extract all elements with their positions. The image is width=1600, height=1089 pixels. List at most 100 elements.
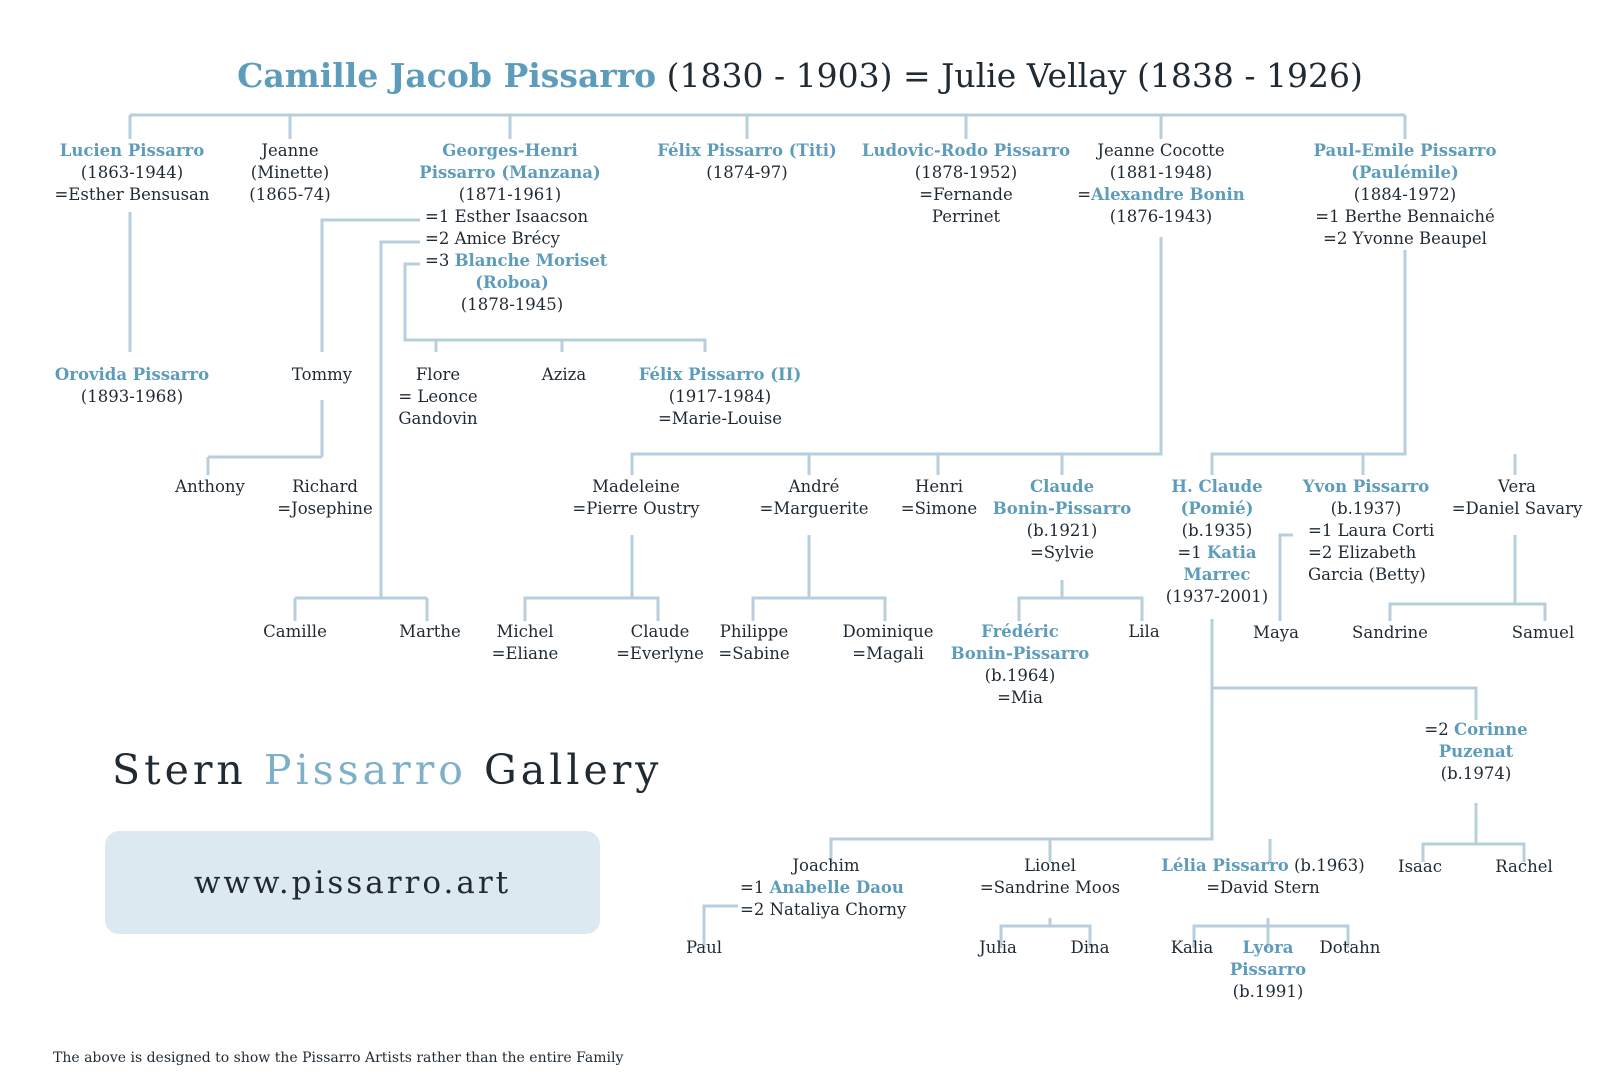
footnote: The above is designed to show the Pissar… [53, 1050, 624, 1066]
person-name: Dominique [842, 622, 934, 641]
person-lila: Lila [1128, 621, 1159, 643]
person-dina: Dina [1071, 937, 1110, 959]
person-name: Rachel [1495, 857, 1553, 876]
person-spouse: =Marie-Louise [657, 409, 783, 428]
person-name: Lélia Pissarro [1161, 856, 1289, 875]
person-jeanne-cocotte: Jeanne Cocotte (1881-1948) =Alexandre Bo… [1077, 140, 1245, 228]
person-years: (b.1937) [1330, 499, 1402, 518]
person-name: Madeleine [592, 477, 680, 496]
person-frederic: Frédéric Bonin-Pissarro (b.1964) =Mia [951, 621, 1089, 709]
person-surname: Pissarro [1229, 960, 1307, 979]
spouse-3-name: Blanche Moriset [454, 251, 608, 270]
joachim-spouses: =1 Anabelle Daou =2 Nataliya Chorny [740, 877, 906, 921]
person-name: Claude [1029, 477, 1095, 496]
spouse-1: =1 Katia [1177, 543, 1257, 562]
person-felix-ii: Félix Pissarro (II) (1917-1984) =Marie-L… [639, 364, 802, 430]
spouse-2: =2 Yvonne Beaupel [1323, 229, 1487, 248]
person-spouse-2: Perrinet [931, 207, 1001, 226]
person-yvon: Yvon Pissarro (b.1937) [1303, 476, 1429, 520]
connector-line [128, 115, 1407, 139]
gallery-logo: Stern Pissarro Gallery [112, 746, 663, 794]
person-julia: Julia [979, 937, 1017, 959]
person-spouse: =Magali [852, 644, 924, 663]
person-name: Kalia [1170, 938, 1214, 957]
person-joachim: Joachim [792, 855, 859, 877]
person-spouse: =Mia [997, 688, 1043, 707]
person-spouse: =Eliane [491, 644, 559, 663]
person-spouse: =Pierre Oustry [572, 499, 700, 518]
person-years: (1893-1968) [80, 387, 184, 406]
spouse-1: =1 Anabelle Daou [740, 878, 904, 897]
person-name: Samuel [1511, 623, 1575, 642]
spouse-1: =1 Berthe Bennaiché [1315, 207, 1495, 226]
person-name: Henri [915, 477, 963, 496]
spouse-2-surname: Puzenat [1438, 742, 1514, 761]
person-lyora: Lyora Pissarro (b.1991) [1230, 937, 1306, 1003]
person-years: (1874-97) [706, 163, 788, 182]
person-name: Frédéric [981, 622, 1059, 641]
connector-line [630, 237, 1163, 475]
connector-line [206, 400, 324, 475]
person-name: Maya [1253, 623, 1299, 642]
spouse-name: Alexandre Bonin [1091, 185, 1245, 204]
person-name-2: Bonin-Pissarro [992, 499, 1132, 518]
connector-line [702, 904, 738, 948]
person-name-2: Bonin-Pissarro [950, 644, 1090, 663]
person-years: (b.1964) [984, 666, 1056, 685]
connector-line [403, 262, 707, 352]
person-name: Lucien Pissarro [59, 141, 205, 160]
person-lucien: Lucien Pissarro (1863-1944) =Esther Bens… [54, 140, 209, 206]
person-michel: Michel =Eliane [492, 621, 559, 665]
person-isaac: Isaac [1398, 856, 1442, 878]
spouse-1: =1 Laura Corti [1308, 521, 1435, 540]
spouse-2: =2 Elizabeth [1308, 543, 1417, 562]
person-nickname: (Pomié) [1180, 499, 1254, 518]
connector-line [523, 535, 660, 621]
connector-line [1017, 580, 1144, 621]
person-claude-everlyne: Claude =Everlyne [616, 621, 704, 665]
person-years: (1881-1948) [1109, 163, 1213, 182]
spouse-3-years: (1878-1945) [460, 295, 564, 314]
spouse-2: =2 Amice Brécy [425, 229, 560, 248]
person-maya: Maya [1253, 622, 1299, 644]
person-ludovic-rodo: Ludovic-Rodo Pissarro (1878-1952) =Ferna… [862, 140, 1070, 228]
person-spouse: =Marguerite [759, 499, 869, 518]
person-name: Isaac [1398, 857, 1442, 876]
person-dominique: Dominique =Magali [843, 621, 934, 665]
person-aziza: Aziza [542, 364, 586, 386]
person-name: Jeanne Cocotte [1097, 141, 1225, 160]
spouse-2: =2 Nataliya Chorny [740, 900, 907, 919]
person-name: Orovida Pissarro [54, 365, 210, 384]
person-years: (1917-1984) [668, 387, 772, 406]
spouse-2-name: Corinne [1453, 720, 1528, 739]
root-years: (1830 - 1903) [666, 56, 893, 95]
website-url-box[interactable]: www.pissarro.art [105, 831, 600, 934]
person-name: Richard [292, 477, 358, 496]
person-years: (b.1963) [1288, 856, 1365, 875]
person-spouse: =Fernande [919, 185, 1013, 204]
connector-line [1388, 535, 1547, 621]
connector-line [379, 240, 420, 598]
connector-line [1278, 533, 1293, 621]
person-name: Ludovic-Rodo Pissarro [861, 141, 1071, 160]
spouse-1: =1 Esther Isaacson [425, 207, 589, 226]
person-spouse: =Everlyne [616, 644, 704, 663]
person-years: (b.1921) [1026, 521, 1098, 540]
person-spouse: =David Stern [1206, 878, 1320, 897]
spouse-3: =3 Blanche Moriset [425, 251, 608, 270]
person-spouse: =Josephine [277, 499, 373, 518]
yvon-spouses: =1 Laura Corti =2 Elizabeth Garcia (Bett… [1308, 520, 1434, 586]
root-eq: = [902, 56, 931, 95]
person-andre: André =Marguerite [760, 476, 869, 520]
person-name: Tommy [291, 365, 353, 384]
person-name: Jeanne [261, 141, 319, 160]
person-spouse: =Daniel Savary [1451, 499, 1583, 518]
spouse-1-name: Anabelle Daou [769, 878, 904, 897]
person-marthe: Marthe [399, 621, 461, 643]
website-url[interactable]: www.pissarro.art [193, 864, 512, 901]
person-richard: Richard =Josephine [277, 476, 372, 520]
person-years: (1871-1961) [458, 185, 562, 204]
connector-line [1210, 250, 1517, 475]
person-name: Camille [263, 622, 327, 641]
